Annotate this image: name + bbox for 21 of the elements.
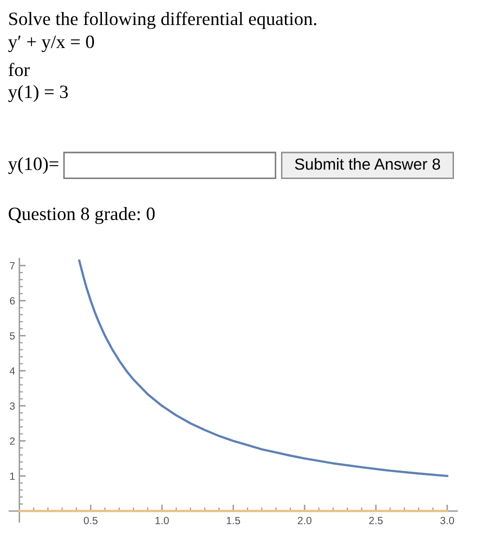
x-tick-label: 3.0 [440,516,454,524]
y-tick-label: 4 [10,367,15,375]
text: Question 8 grade: 0 [8,206,155,224]
y-tick-label: 7 [10,262,15,270]
x-tick-label: 1.5 [226,516,240,524]
text: y(1) = 3 [8,84,68,102]
y-tick-label: 5 [10,332,15,340]
y-tick-label: 2 [10,437,15,445]
text: Submit the Answer 8 [294,158,440,170]
x-tick-label: 2.5 [369,516,383,524]
x-tick-label: 0.5 [84,516,98,524]
y-tick-label: 1 [10,472,15,480]
x-tick-label: 1.0 [156,516,169,524]
y-tick-label: 6 [10,297,15,305]
text: y′ + y/x = 0 [8,36,94,52]
text: y(10)= [8,156,58,174]
text: for [8,62,30,76]
chart-title: Solve the following differential equation. [9,12,316,30]
line-series [78,260,448,478]
x-tick-label: 2.0 [298,516,312,524]
y-tick-label: 3 [10,402,15,410]
